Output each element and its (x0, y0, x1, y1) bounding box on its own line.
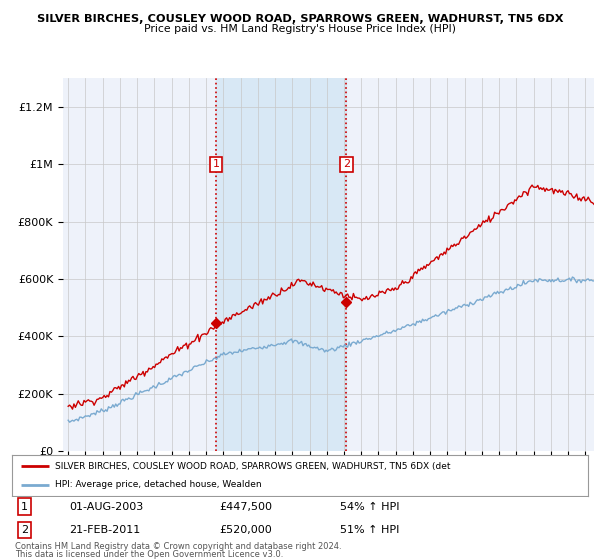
Bar (216, 78, 346, 451)
Text: 21-FEB-2011: 21-FEB-2011 (70, 525, 141, 535)
Text: SILVER BIRCHES, COUSLEY WOOD ROAD, SPARROWS GREEN, WADHURST, TN5 6DX (det: SILVER BIRCHES, COUSLEY WOOD ROAD, SPARR… (55, 461, 451, 470)
Text: 51% ↑ HPI: 51% ↑ HPI (340, 525, 400, 535)
Text: 1: 1 (212, 160, 220, 169)
Text: This data is licensed under the Open Government Licence v3.0.: This data is licensed under the Open Gov… (15, 550, 283, 559)
Text: Contains HM Land Registry data © Crown copyright and database right 2024.: Contains HM Land Registry data © Crown c… (15, 542, 341, 550)
Text: 2: 2 (343, 160, 350, 169)
Text: 2: 2 (21, 525, 28, 535)
Text: Price paid vs. HM Land Registry's House Price Index (HPI): Price paid vs. HM Land Registry's House … (144, 24, 456, 34)
Text: £520,000: £520,000 (220, 525, 272, 535)
Text: 1: 1 (21, 502, 28, 511)
Text: 54% ↑ HPI: 54% ↑ HPI (340, 502, 400, 511)
Text: HPI: Average price, detached house, Wealden: HPI: Average price, detached house, Weal… (55, 480, 262, 489)
Text: £447,500: £447,500 (220, 502, 272, 511)
Text: SILVER BIRCHES, COUSLEY WOOD ROAD, SPARROWS GREEN, WADHURST, TN5 6DX: SILVER BIRCHES, COUSLEY WOOD ROAD, SPARR… (37, 14, 563, 24)
Text: 01-AUG-2003: 01-AUG-2003 (70, 502, 144, 511)
